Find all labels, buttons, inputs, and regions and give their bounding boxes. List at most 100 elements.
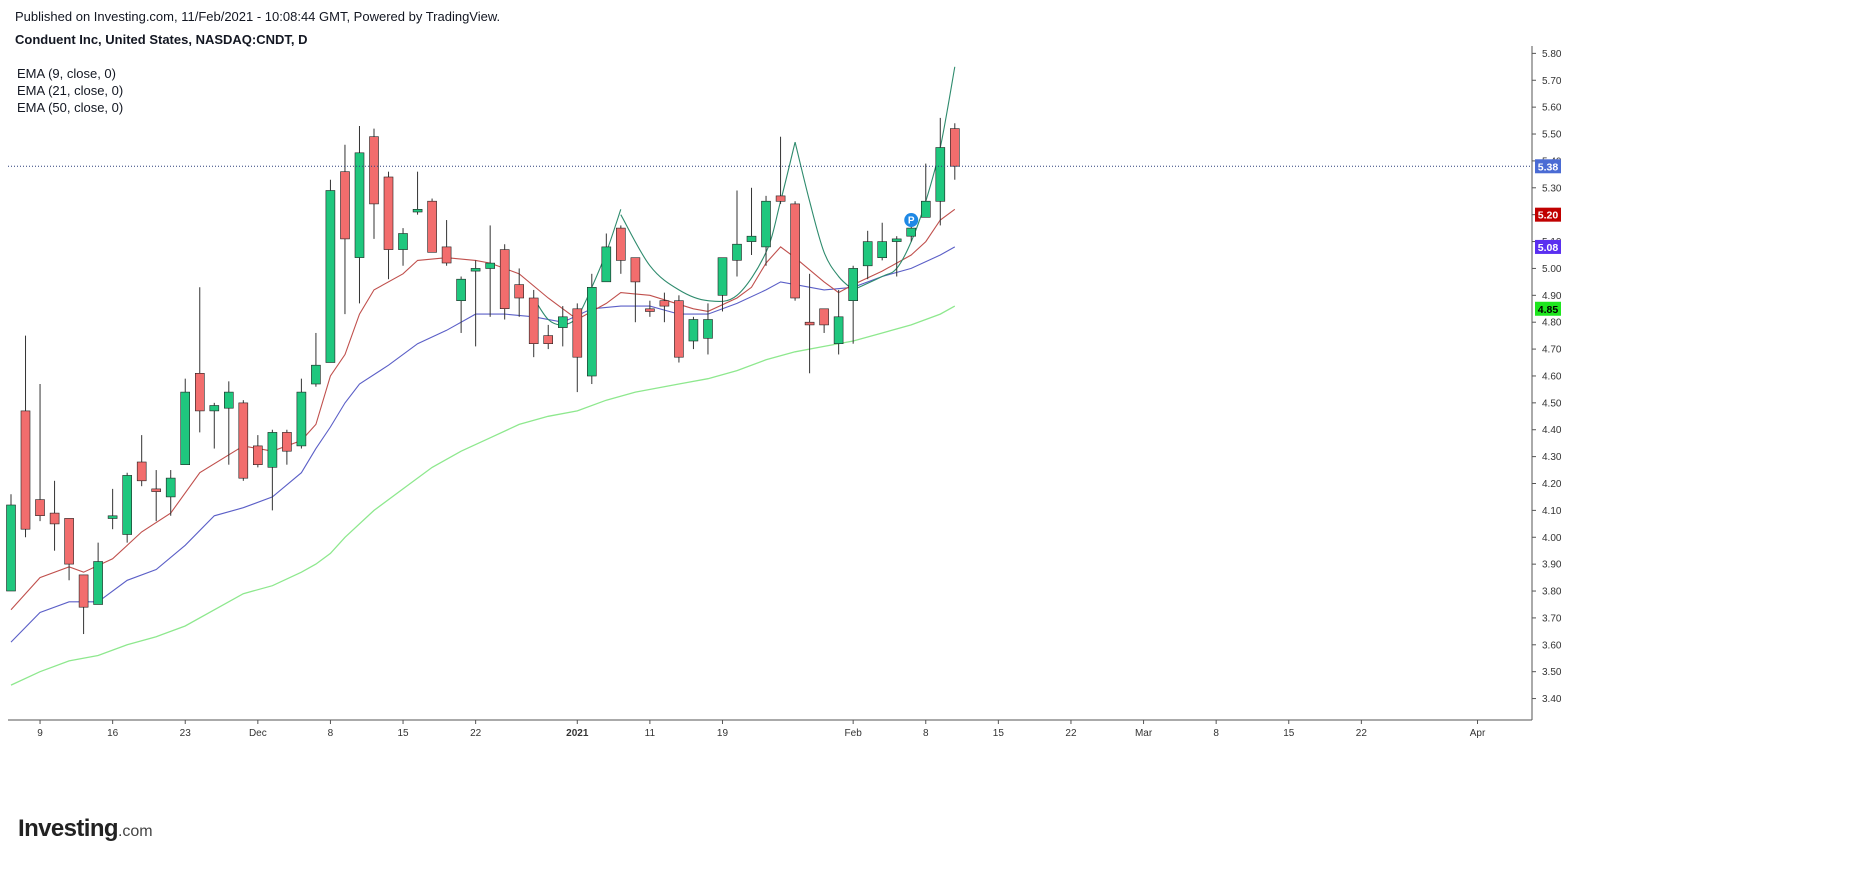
candle-21: [311, 332, 321, 387]
price-label-text: 4.85: [1538, 304, 1559, 316]
candle-8: [122, 472, 132, 543]
candle-body: [412, 209, 423, 213]
candle-body: [6, 504, 16, 592]
price-label-bg: [1535, 159, 1561, 174]
candle-37: [543, 324, 554, 350]
candle-46: [674, 295, 684, 363]
x-tick-label: Apr: [1470, 728, 1486, 739]
x-tick-label: 15: [397, 728, 409, 739]
candle-body: [267, 432, 278, 468]
candle-body: [746, 235, 757, 242]
candle-0: [6, 494, 16, 592]
candle-36: [528, 289, 539, 358]
candle-9: [136, 435, 147, 487]
candle-body: [703, 319, 713, 339]
candle-19: [282, 429, 292, 465]
candle-body: [906, 227, 917, 237]
price-label: 4.85: [1535, 301, 1561, 316]
candle-body: [688, 319, 699, 342]
legend-ema9[interactable]: EMA (9, close, 0): [17, 66, 116, 81]
x-tick-label: 22: [470, 728, 482, 739]
event-marker: P: [904, 213, 919, 228]
published-note: Published on Investing.com, 11/Feb/2021 …: [15, 9, 501, 24]
legend-ema21[interactable]: EMA (21, close, 0): [17, 83, 124, 98]
candle-body: [949, 128, 960, 167]
candle-47: [688, 316, 699, 350]
y-tick-label: 4.30: [1542, 452, 1562, 463]
candle-60: [877, 222, 888, 261]
y-tick-label: 5.30: [1542, 183, 1562, 194]
y-tick-label: 3.90: [1542, 560, 1562, 571]
candle-22: [325, 179, 336, 363]
y-tick-label: 4.50: [1542, 398, 1562, 409]
candle-58: [848, 265, 859, 344]
candle-33: [485, 225, 496, 317]
candle-body: [543, 335, 554, 345]
y-tick-label: 3.50: [1542, 667, 1562, 678]
price-label-text: 5.38: [1538, 161, 1559, 173]
candle-49: [717, 257, 728, 312]
candle-body: [891, 238, 902, 242]
candle-body: [165, 477, 176, 498]
y-tick-label: 3.70: [1542, 613, 1562, 624]
candle-12: [180, 378, 190, 466]
candle-53: [775, 136, 786, 204]
candle-27: [398, 228, 408, 266]
candle-body: [775, 195, 786, 202]
candle-18: [267, 429, 278, 511]
price-label-text: 5.08: [1538, 242, 1559, 254]
indicator-legend: EMA (9, close, 0) EMA (21, close, 0) EMA…: [17, 65, 123, 116]
candle-38: [557, 306, 568, 347]
candle-body: [470, 268, 481, 272]
candle-body: [195, 372, 205, 412]
candle-body: [441, 246, 452, 264]
candle-35: [514, 268, 525, 317]
x-tick-label: 8: [328, 728, 334, 739]
ema-lines: [10, 208, 956, 686]
candle-17: [253, 435, 263, 468]
candle-51: [746, 187, 757, 255]
x-tick-label: 16: [107, 728, 119, 739]
candle-41: [601, 233, 612, 283]
candle-39: [572, 303, 583, 393]
candle-23: [340, 144, 350, 315]
x-tick-label: Mar: [1135, 728, 1153, 739]
candle-body: [238, 402, 249, 479]
price-label: 5.08: [1535, 239, 1561, 254]
candle-20: [296, 378, 307, 449]
y-tick-label: 3.40: [1542, 694, 1562, 705]
candle-body: [64, 518, 74, 565]
candlesticks: [6, 117, 960, 635]
x-tick-label: 15: [993, 728, 1005, 739]
candle-57: [833, 289, 844, 355]
candle-50: [732, 190, 742, 277]
price-label: 5.38: [1535, 159, 1561, 174]
x-tick-label: 23: [180, 728, 192, 739]
legend-ema50[interactable]: EMA (50, close, 0): [17, 100, 124, 115]
y-tick-label: 4.20: [1542, 479, 1562, 490]
arc-drawing-2: [794, 141, 854, 291]
y-tick-label: 5.50: [1542, 130, 1562, 141]
y-tick-label: 3.80: [1542, 587, 1562, 598]
candle-56: [819, 308, 829, 333]
logo-main: Investing: [18, 815, 119, 842]
candle-63: [920, 163, 931, 218]
candle-body: [674, 300, 684, 358]
candle-body: [383, 176, 394, 250]
arc-drawings: [533, 66, 956, 326]
ema-21-line: [10, 246, 956, 643]
candle-body: [586, 286, 597, 377]
candle-40: [586, 273, 597, 385]
candle-59: [862, 230, 873, 280]
candle-25: [369, 128, 379, 239]
candle-body: [369, 136, 379, 205]
candle-42: [615, 225, 626, 274]
candle-body: [20, 410, 31, 530]
y-tick-label: 4.70: [1542, 345, 1562, 356]
candle-body: [151, 488, 161, 492]
candle-44: [645, 300, 655, 317]
candle-34: [499, 244, 510, 320]
price-label-bg: [1535, 207, 1561, 222]
investing-logo: Investing.com: [18, 815, 153, 843]
